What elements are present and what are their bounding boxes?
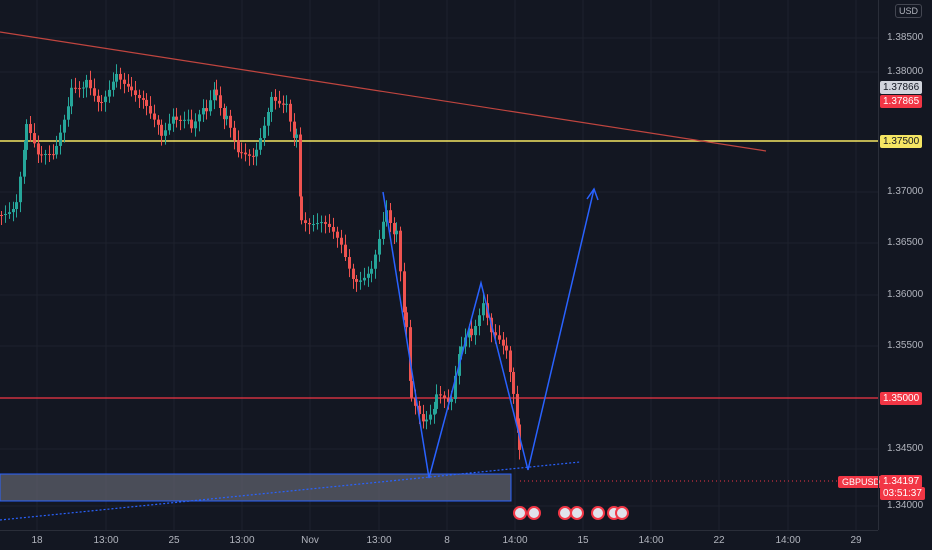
- price-tick: 1.34500: [887, 443, 924, 454]
- flag-icon[interactable]: [615, 506, 629, 520]
- time-tick: 13:00: [366, 535, 392, 546]
- price-tick: 1.38000: [887, 66, 924, 77]
- time-tick: 14:00: [502, 535, 528, 546]
- price-tick: 1.36500: [887, 237, 924, 248]
- candlestick-chart[interactable]: [0, 0, 878, 530]
- time-tick: 15: [577, 535, 589, 546]
- time-tick: 14:00: [638, 535, 664, 546]
- symbol-tag: GBPUSD: [838, 476, 885, 488]
- countdown-tag: 03:51:37: [880, 487, 925, 500]
- price-tag-current: 1.34197: [880, 475, 923, 488]
- price-tick: 1.35500: [887, 340, 924, 351]
- price-tick: 1.37000: [887, 186, 924, 197]
- rising-dotted-trendline[interactable]: [0, 461, 581, 521]
- time-tick: 22: [713, 535, 725, 546]
- price-tag-high: 1.37866: [880, 81, 923, 94]
- chart-pane[interactable]: GBPUSD: [0, 0, 885, 530]
- grid-lines: [0, 0, 878, 530]
- price-tick: 1.36000: [887, 289, 924, 300]
- currency-label[interactable]: USD: [894, 4, 922, 18]
- time-tick: 13:00: [229, 535, 255, 546]
- price-tick: 1.38500: [887, 32, 924, 43]
- flag-icon[interactable]: [513, 506, 527, 520]
- flag-icon[interactable]: [570, 506, 584, 520]
- price-tick: 1.34000: [887, 500, 924, 511]
- time-tick: 14:00: [775, 535, 801, 546]
- flag-icon[interactable]: [591, 506, 605, 520]
- price-tag-red: 1.35000: [880, 392, 923, 405]
- price-tag-yellow: 1.37500: [880, 135, 923, 148]
- time-tick: 29: [850, 535, 862, 546]
- arrow-head-icon: [586, 187, 599, 201]
- candles: [0, 64, 521, 460]
- time-tick: 25: [168, 535, 180, 546]
- time-tick: Nov: [301, 535, 319, 546]
- w-pattern-path[interactable]: [382, 188, 595, 479]
- price-scale[interactable]: USD 1.38500 1.38000 1.37866 1.37865 1.37…: [878, 0, 932, 530]
- time-tick: 18: [31, 535, 43, 546]
- time-tick: 13:00: [93, 535, 119, 546]
- time-scale[interactable]: 18 13:00 25 13:00 Nov 13:00 8 14:00 15 1…: [0, 530, 878, 550]
- time-tick: 8: [444, 535, 450, 546]
- demand-zone[interactable]: [0, 473, 512, 502]
- price-tag-high-2: 1.37865: [880, 95, 923, 108]
- flag-icon[interactable]: [527, 506, 541, 520]
- descending-trendline[interactable]: [0, 31, 767, 152]
